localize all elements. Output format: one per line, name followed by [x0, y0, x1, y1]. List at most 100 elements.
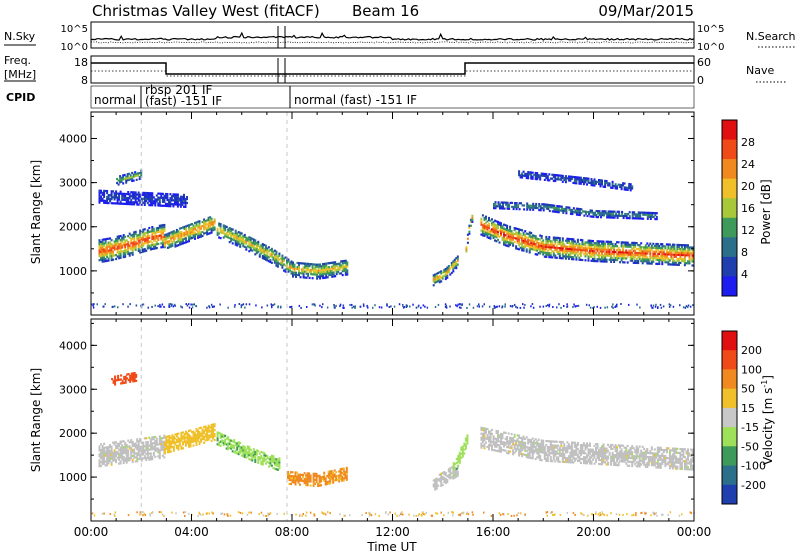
velocity-cell: [207, 438, 210, 441]
velocity-cell: [198, 442, 201, 446]
power-cell: [563, 245, 566, 248]
noise-left-tick-low: 10^0: [61, 42, 88, 53]
power-cell: [302, 270, 305, 273]
power-cell: [170, 195, 173, 198]
power-cell: [168, 246, 171, 249]
power-cell: [601, 248, 603, 251]
power-cell: [254, 241, 257, 244]
power-cell: [687, 254, 689, 257]
power-cell: [468, 226, 471, 229]
power-cell: [557, 207, 560, 210]
power-noise-cell: [437, 303, 440, 306]
velocity-cell: [506, 440, 509, 443]
velocity-cell: [146, 454, 149, 457]
velocity-cell: [180, 445, 183, 448]
power-cell: [323, 276, 326, 279]
velocity-cell: [333, 475, 336, 478]
velocity-cell: [455, 471, 458, 474]
velocity-cell: [119, 446, 122, 449]
power-cell: [579, 258, 582, 261]
velocity-cell: [294, 479, 297, 482]
velocity-cell: [204, 439, 207, 442]
velocity-cell: [518, 434, 521, 437]
velocity-cell: [174, 437, 177, 440]
power-cell: [495, 232, 498, 235]
power-noise-cell: [306, 306, 308, 308]
noise-left-tick-high: 10^5: [61, 24, 88, 35]
power-cell: [158, 196, 161, 199]
power-cell: [521, 172, 524, 175]
power-cell: [599, 254, 602, 257]
power-cell: [168, 242, 171, 245]
power-noise-cell: [599, 306, 602, 309]
power-cell: [119, 192, 122, 195]
power-cell: [629, 187, 632, 190]
power-cell: [579, 176, 582, 179]
power-cell: [112, 250, 115, 253]
power-cell: [518, 238, 521, 241]
power-cell: [115, 247, 118, 251]
velocity-cell: [151, 444, 154, 447]
power-cell: [109, 198, 112, 201]
power-cell: [434, 277, 437, 280]
power-cell: [175, 240, 178, 243]
velocity-cell: [534, 438, 537, 441]
power-cell: [434, 273, 437, 276]
velocity-cell: [118, 462, 121, 465]
power-cell: [166, 195, 169, 198]
power-cell: [646, 217, 649, 220]
power-cell: [590, 184, 593, 187]
power-cell: [128, 244, 131, 247]
velocity-cell: [336, 474, 339, 477]
power-cell: [665, 255, 668, 258]
velocity-cell: [209, 434, 212, 437]
power-cell: [631, 253, 634, 256]
power-cell: [263, 243, 266, 247]
power-cell: [577, 207, 580, 210]
power-cell: [537, 176, 540, 179]
power-cell: [222, 226, 225, 229]
power-cell: [157, 242, 160, 245]
power-cell: [661, 261, 664, 264]
velocity-cell: [438, 479, 441, 482]
power-cell: [648, 213, 651, 216]
power-cell: [148, 244, 151, 247]
power-cell: [446, 268, 449, 271]
power-cell: [183, 241, 186, 244]
power-cell: [158, 204, 161, 207]
velocity-cell: [563, 452, 566, 456]
velocity-cell: [151, 446, 154, 449]
velocity-cell: [452, 473, 455, 477]
power-cell: [634, 251, 637, 254]
power-cell: [157, 230, 160, 234]
velocity-cell: [210, 439, 213, 442]
power-cell: [567, 175, 570, 178]
velocity-cell: [273, 459, 276, 462]
power-noise-cell: [458, 306, 461, 309]
power-cell: [170, 197, 173, 200]
power-noise-cell: [611, 305, 613, 308]
power-cell: [549, 242, 552, 245]
power-cell: [258, 253, 261, 256]
velocity-cell: [207, 426, 210, 429]
power-cell: [683, 252, 686, 255]
velocity-cell: [293, 475, 295, 478]
power-cell: [582, 183, 585, 186]
power-cell: [546, 242, 549, 245]
power-cell: [558, 174, 561, 177]
power-cell: [109, 249, 112, 252]
velocity-cell: [131, 450, 134, 453]
power-cell: [469, 220, 472, 223]
velocity-cell: [435, 479, 438, 482]
power-cell: [551, 242, 554, 245]
velocity-cell: [180, 439, 183, 442]
power-cell: [100, 195, 102, 198]
velocity-cell: [464, 445, 467, 448]
power-cell: [122, 242, 125, 245]
power-cell: [230, 229, 233, 232]
power-cell: [560, 178, 563, 181]
cpid-segment-normal: normal: [94, 93, 136, 107]
power-cell: [113, 194, 116, 197]
velocity-cell: [457, 460, 460, 463]
velocity-cell: [573, 459, 576, 462]
